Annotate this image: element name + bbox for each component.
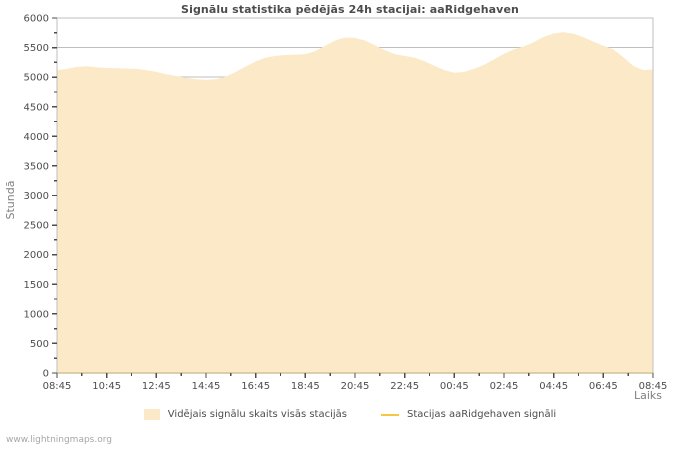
svg-text:1000: 1000: [24, 309, 49, 320]
legend-item-average[interactable]: Vidējais signālu skaits visās stacijās: [143, 409, 347, 420]
svg-text:02:45: 02:45: [490, 381, 519, 392]
svg-text:18:45: 18:45: [291, 381, 320, 392]
svg-text:2500: 2500: [24, 221, 49, 232]
svg-text:12:45: 12:45: [142, 381, 171, 392]
x-axis-label: Laiks: [634, 389, 662, 402]
svg-text:2000: 2000: [24, 250, 49, 261]
svg-text:08:45: 08:45: [43, 381, 72, 392]
svg-text:1500: 1500: [24, 280, 49, 291]
svg-text:10:45: 10:45: [92, 381, 121, 392]
svg-text:16:45: 16:45: [241, 381, 270, 392]
svg-text:5000: 5000: [24, 73, 49, 84]
svg-text:3000: 3000: [24, 191, 49, 202]
x-axis-tick-labels: 08:45 10:45 12:45 14:45 16:45 18:45 20:45 22:45…: [43, 373, 668, 392]
svg-text:20:45: 20:45: [341, 381, 370, 392]
svg-text:04:45: 04:45: [539, 381, 568, 392]
y-axis-tick-labels: 0 500 1000 1500 2000 2500 3000 3500 4000 4500 5000…: [24, 14, 57, 380]
svg-text:14:45: 14:45: [192, 381, 221, 392]
area-swatch-icon: [143, 409, 160, 420]
svg-text:4000: 4000: [24, 132, 49, 143]
svg-text:00:45: 00:45: [440, 381, 469, 392]
svg-text:5500: 5500: [24, 43, 49, 54]
chart-title: Signālu statistika pēdējās 24h stacijai:…: [181, 3, 519, 16]
svg-text:6000: 6000: [24, 14, 49, 25]
line-swatch-icon: [380, 413, 399, 416]
svg-text:22:45: 22:45: [390, 381, 419, 392]
svg-text:06:45: 06:45: [589, 381, 618, 392]
svg-text:500: 500: [30, 339, 49, 350]
series-average-signals-area: [57, 32, 653, 373]
svg-text:0: 0: [43, 369, 49, 380]
svg-text:3500: 3500: [24, 161, 49, 172]
legend-item-station[interactable]: Stacijas aaRidgehaven signāli: [380, 409, 557, 420]
svg-text:4500: 4500: [24, 102, 49, 113]
legend-label-average: Vidējais signālu skaits visās stacijās: [167, 409, 347, 420]
footer-attribution: www.lightningmaps.org: [6, 435, 112, 445]
svg-text:08:45: 08:45: [639, 381, 668, 392]
legend-label-station: Stacijas aaRidgehaven signāli: [406, 409, 557, 420]
chart-legend: Vidējais signālu skaits visās stacijās S…: [0, 409, 700, 420]
y-axis-label: Stundā: [4, 181, 17, 220]
